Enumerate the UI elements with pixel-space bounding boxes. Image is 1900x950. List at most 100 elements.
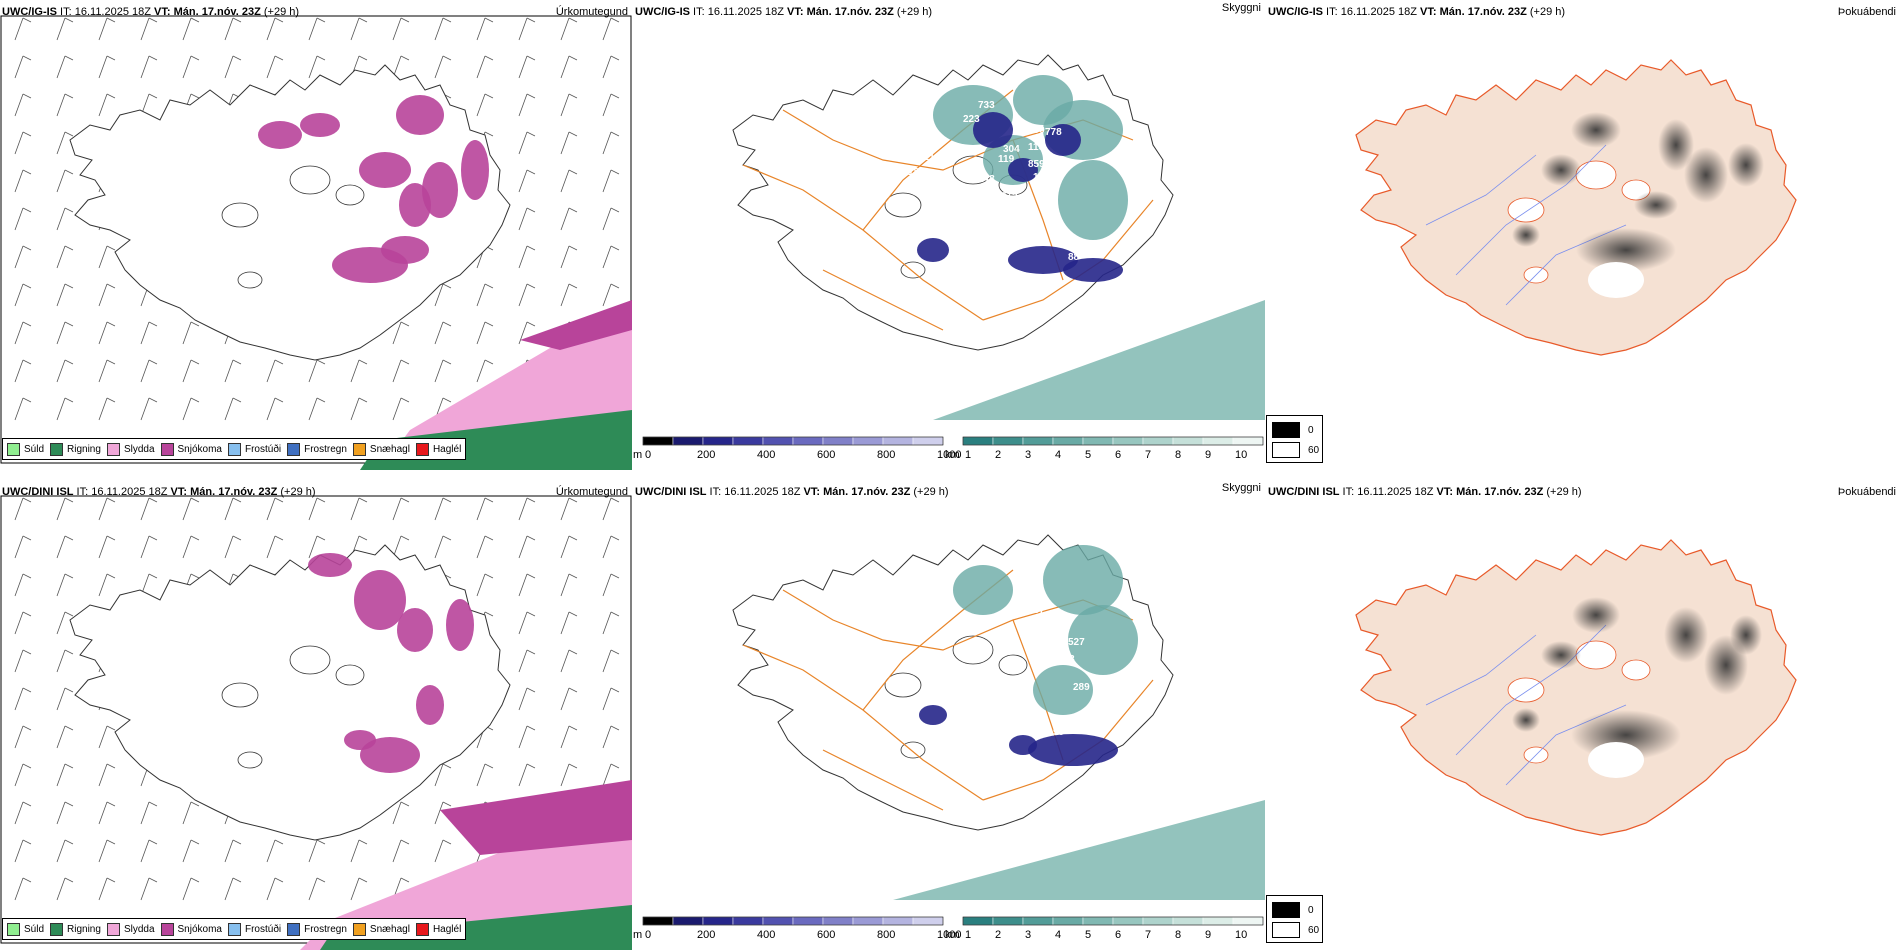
legend-label: Frostúði	[244, 443, 282, 455]
ceiling-label: 107	[963, 242, 980, 253]
legend-item-3: Snjókoma	[160, 442, 222, 456]
legend-label: Slydda	[123, 443, 155, 455]
legend-item-7: Haglél	[415, 922, 461, 936]
ceiling-bar-segment	[702, 436, 734, 446]
ceiling-label: 115	[1028, 142, 1045, 153]
fog-legend-row: 60	[1272, 442, 1319, 458]
ceiling-bar-segment	[762, 916, 794, 926]
precip-type-map	[0, 15, 632, 470]
ceiling-panel-ig: 297 733 174 223 600 378 115 778 121 859 119 304 248 1…	[633, 0, 1265, 470]
legend-swatch	[287, 442, 301, 456]
legend-swatch	[352, 922, 366, 936]
vis-bar-segment	[1142, 436, 1174, 446]
legend-label: Frostregn	[304, 923, 347, 935]
legend-item-1: Rigning	[50, 922, 101, 936]
panel-header: UWC/DINI ISL IT: 16.11.2025 18Z VT: Mán.…	[635, 486, 949, 498]
fog-legend-row: 60	[1272, 922, 1319, 938]
ceiling-bar-tick: 800	[877, 929, 895, 941]
ceiling-label: 160	[988, 717, 1005, 728]
fog-legend-label: 0	[1308, 424, 1314, 436]
ceiling-panel-dini: 963 567 527 253 289 13 160 116 87 99 84 456 17 m 0 200 4…	[633, 480, 1265, 950]
legend-label: Súld	[24, 923, 45, 935]
ceiling-label: 567	[1028, 605, 1045, 616]
vis-bar-tick: 7	[1145, 929, 1151, 941]
vis-bar-segment	[1142, 916, 1174, 926]
precip-type-map	[0, 495, 632, 950]
ceiling-bar-segment	[732, 436, 764, 446]
legend-label: Súld	[24, 443, 45, 455]
ceiling-label: 253	[1058, 654, 1075, 665]
ceiling-bar-segment	[762, 436, 794, 446]
vis-bar-segment	[992, 916, 1024, 926]
legend-label: Snæhagl	[369, 923, 410, 935]
fog-legend-label: 60	[1308, 444, 1320, 456]
vis-bar-tick: 2	[995, 929, 1001, 941]
ceiling-bar-segment	[882, 916, 914, 926]
ceiling-label: 13	[973, 704, 985, 715]
fog-map	[1355, 539, 1797, 836]
vis-bar-unit: km	[945, 449, 960, 461]
ceiling-label: 733	[978, 100, 995, 111]
fog-panel-dini: UWC/DINI ISL IT: 16.11.2025 18Z VT: Mán.…	[1266, 480, 1900, 950]
panel-header: UWC/DINI ISL IT: 16.11.2025 18Z VT: Mán.…	[2, 486, 316, 498]
ceiling-label: 18	[908, 167, 920, 178]
vis-bar-unit: km	[945, 929, 960, 941]
legend-swatch	[287, 922, 301, 936]
vis-bar-tick: 6	[1115, 929, 1121, 941]
panel-header: UWC/IG-IS IT: 16.11.2025 18Z VT: Mán. 17…	[1268, 6, 1566, 18]
iceland-outline	[1355, 539, 1797, 836]
legend-label: Snæhagl	[369, 443, 410, 455]
ceiling-bar-segment	[822, 916, 854, 926]
legend-swatch	[352, 442, 366, 456]
ceiling-bar-segment	[912, 916, 944, 926]
vis-bar-segment	[1052, 916, 1084, 926]
vis-bar-tick: 8	[1175, 449, 1181, 461]
vis-bar-tick: 10	[1235, 929, 1247, 941]
ceiling-label: 475	[1001, 190, 1018, 201]
ceiling-label: 378	[888, 138, 905, 149]
iceland-outline	[1355, 59, 1797, 356]
vis-bar-segment	[992, 436, 1024, 446]
vis-bar-segment	[1022, 436, 1054, 446]
legend-label: Frostúði	[244, 923, 282, 935]
ceiling-bar-segment	[852, 436, 884, 446]
panel-title: Skyggni	[1221, 2, 1261, 14]
legend-swatch	[227, 922, 241, 936]
panel-header: UWC/DINI ISL IT: 16.11.2025 18Z VT: Mán.…	[1268, 486, 1582, 498]
ceiling-label: 289	[1073, 682, 1090, 693]
ceiling-label: 121	[918, 152, 935, 163]
fog-legend-label: 0	[1308, 904, 1314, 916]
fog-legend-label: 60	[1308, 924, 1320, 936]
legend-swatch	[160, 442, 174, 456]
legend-item-6: Snæhagl	[352, 442, 410, 456]
legend-item-3: Snjókoma	[160, 922, 222, 936]
panel-header: UWC/IG-IS IT: 16.11.2025 18Z VT: Mán. 17…	[635, 6, 933, 18]
ceiling-bar-tick: 800	[877, 449, 895, 461]
panel-title: Þokuábendi	[1837, 486, 1896, 498]
vis-bar-segment	[1202, 436, 1234, 446]
ceiling-bar-tick: 1000	[937, 449, 961, 461]
ceiling-label: 87	[1013, 727, 1025, 738]
legend-label: Slydda	[123, 923, 155, 935]
legend-label: Haglél	[432, 443, 462, 455]
legend-label: Rigning	[67, 923, 101, 935]
legend-label: Snjókoma	[177, 443, 222, 455]
ceiling-bar-segment	[882, 436, 914, 446]
fog-panel-ig: UWC/IG-IS IT: 16.11.2025 18Z VT: Mán. 17…	[1266, 0, 1900, 470]
legend-swatch	[50, 922, 64, 936]
legend-swatch	[227, 442, 241, 456]
ceiling-label: 84	[1073, 722, 1085, 733]
iceland-outline	[69, 64, 511, 361]
fog-legend-row: 0	[1272, 902, 1314, 918]
legend-swatch	[415, 922, 429, 936]
legend-item-2: Slydda	[106, 922, 155, 936]
legend-item-6: Snæhagl	[352, 922, 410, 936]
vis-bar-tick: 4	[1055, 929, 1061, 941]
fog-legend-swatch	[1272, 422, 1300, 438]
ceiling-label: 16	[978, 292, 990, 303]
iceland-outline	[732, 534, 1174, 831]
legend-item-5: Frostregn	[287, 442, 347, 456]
legend-item-0: Súld	[7, 442, 45, 456]
legend-swatch	[106, 922, 120, 936]
